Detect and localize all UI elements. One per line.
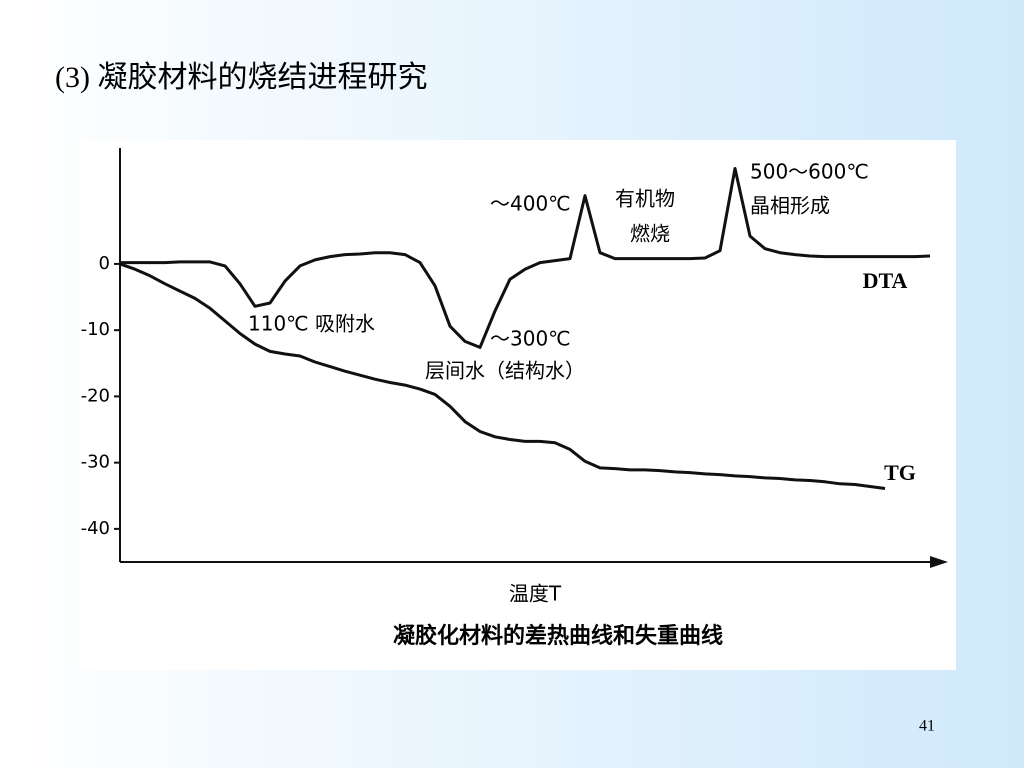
- page-number: 41: [919, 718, 935, 735]
- annotation: 500～600℃: [750, 160, 869, 184]
- annotation: 110℃ 吸附水: [248, 312, 375, 336]
- x-axis-label: 温度T: [509, 582, 562, 606]
- annotation: 有机物: [615, 187, 675, 211]
- series-label: DTA: [863, 268, 908, 293]
- y-tick-label: -10: [81, 319, 110, 340]
- annotation: ～400℃: [490, 192, 571, 216]
- annotation: 燃烧: [630, 222, 670, 246]
- annotation: 层间水（结构水）: [425, 359, 585, 383]
- y-tick-label: -40: [81, 518, 110, 539]
- annotation: 晶相形成: [750, 194, 830, 218]
- chart-area: [78, 140, 956, 670]
- y-tick-label: -30: [81, 452, 110, 473]
- series-line: [119, 262, 886, 490]
- series-line: [120, 167, 931, 349]
- y-tick-label: 0: [99, 253, 110, 274]
- slide-title: (3) 凝胶材料的烧结进程研究: [55, 61, 427, 94]
- y-tick-label: -20: [81, 385, 110, 406]
- axis-arrow: [930, 556, 948, 568]
- chart-caption: 凝胶化材料的差热曲线和失重曲线: [393, 623, 723, 649]
- series-label: TG: [884, 460, 916, 485]
- annotation: ～300℃: [490, 327, 571, 351]
